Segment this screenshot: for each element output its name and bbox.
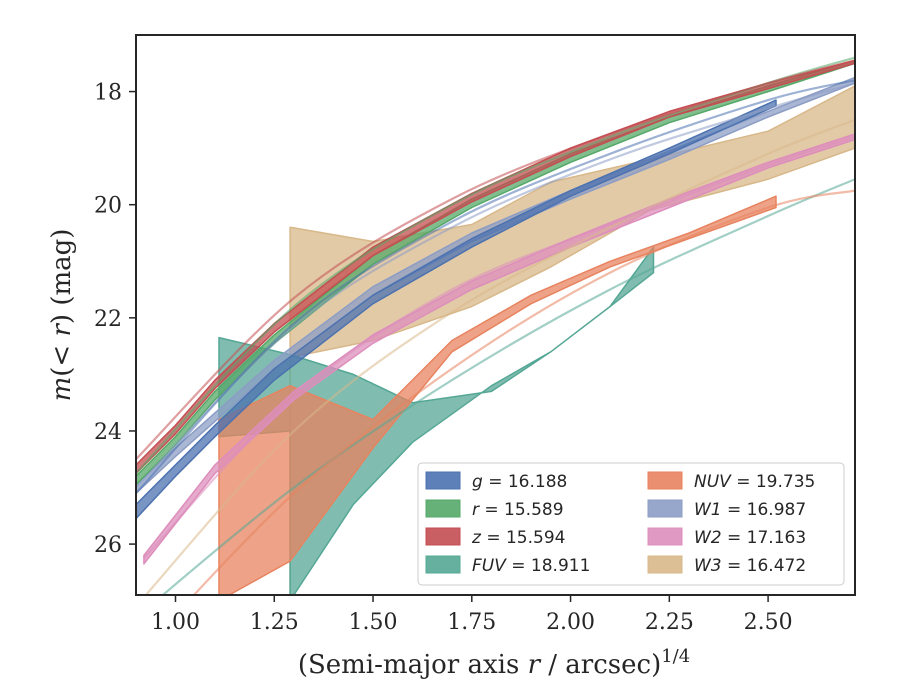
- x-tick-label: 1.25: [250, 610, 299, 635]
- x-tick-label: 2.50: [744, 610, 793, 635]
- series-fit-lines: [136, 56, 855, 595]
- band-W2: [143, 133, 855, 565]
- legend-swatch-W2: [647, 527, 683, 546]
- plot-frame: [135, 34, 856, 596]
- y-tick-label: 18: [94, 81, 122, 106]
- legend-label-NUV: NUV = 19.735: [694, 472, 815, 492]
- x-tick-label: 1.75: [447, 610, 496, 635]
- legend-swatch-W3: [647, 555, 683, 574]
- fit-line-g: [136, 79, 855, 494]
- fit-line-z: [136, 59, 855, 460]
- y-axis-title: m(< r) (mag): [47, 229, 77, 402]
- x-tick-label: 1.50: [349, 610, 398, 635]
- band-NUV: [218, 195, 777, 595]
- legend-swatch-W1: [647, 499, 683, 518]
- legend-label-FUV: FUV = 18.911: [472, 556, 590, 576]
- y-axis-ticks: 18 20 22 24 26: [94, 81, 136, 558]
- legend-swatch-r: [425, 499, 461, 518]
- y-tick-label: 22: [94, 307, 122, 332]
- legend-swatch-z: [425, 527, 461, 546]
- legend-label-g: g = 16.188: [472, 472, 567, 492]
- y-tick-label: 24: [94, 420, 122, 445]
- legend-label-W2: W2 = 17.163: [694, 528, 806, 548]
- fit-line-W2: [143, 135, 855, 559]
- x-tick-label: 1.00: [151, 610, 200, 635]
- legend-label-W1: W1 = 16.987: [694, 500, 806, 520]
- x-tick-label: 2.00: [546, 610, 595, 635]
- x-tick-label: 2.25: [645, 610, 694, 635]
- fit-line-W3: [144, 118, 855, 595]
- legend-label-r: r = 15.589: [472, 500, 564, 520]
- band-z: [136, 59, 855, 475]
- legend-swatch-g: [425, 471, 461, 490]
- x-axis-title: (Semi-major axis r / arcsec)1/4: [298, 646, 690, 680]
- y-tick-label: 20: [94, 194, 122, 219]
- legend-label-z: z = 15.594: [471, 528, 565, 548]
- legend-box: [417, 462, 845, 586]
- fit-line-NUV: [192, 189, 855, 595]
- y-tick-label: 26: [94, 533, 122, 558]
- legend-swatch-FUV: [425, 555, 461, 574]
- fit-line-FUV: [161, 178, 855, 595]
- legend-label-W3: W3 = 16.472: [694, 556, 806, 576]
- legend-swatch-NUV: [647, 471, 683, 490]
- x-axis-ticks: 1.00 1.25 1.50 1.75 2.00 2.25 2.50: [151, 595, 793, 635]
- legend: g = 16.188 r = 15.589 z = 15.594 FUV = 18.9…: [417, 462, 845, 586]
